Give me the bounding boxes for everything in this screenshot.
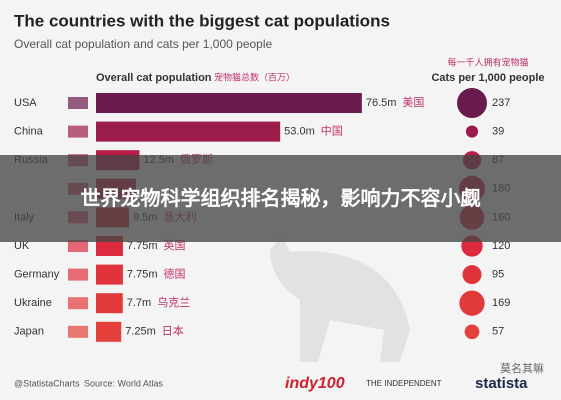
flag (68, 240, 88, 252)
column-header: Cats per 1,000 people (431, 72, 544, 84)
category-zh: 乌克兰 (157, 295, 190, 309)
value-label: 95 (492, 269, 504, 281)
flag (68, 125, 88, 138)
flag (68, 268, 88, 281)
handle: @StatistaCharts (14, 378, 80, 388)
value-label: 7.75m (127, 240, 158, 252)
brand: indy100 (285, 375, 345, 392)
chart-subtitle: Overall cat population and cats per 1,00… (14, 37, 273, 51)
headline: 世界宠物科学组织排名揭秘，影响力不容小觑 (80, 187, 481, 210)
bubble (465, 125, 479, 138)
category-label: China (14, 126, 44, 138)
column-header-zh: 每一千人拥有宠物猫 (447, 56, 528, 67)
bar (96, 93, 362, 113)
bar (96, 264, 123, 285)
column-header-zh: 宠物猫总数（百万） (214, 71, 295, 82)
value-label: 7.7m (127, 297, 151, 309)
category-zh: 中国 (321, 125, 343, 138)
bar (96, 121, 281, 142)
bubble (462, 265, 482, 285)
column-header: Overall cat population (96, 72, 212, 84)
value-label: 169 (492, 297, 510, 309)
source: Source: World Atlas (84, 378, 163, 388)
banner: 世界宠物科学组织排名揭秘，影响力不容小觑 (0, 155, 561, 242)
value-label: 57 (492, 326, 504, 338)
bar (96, 293, 123, 314)
chart-title: The countries with the biggest cat popul… (14, 11, 390, 30)
value-label: 7.25m (125, 326, 156, 338)
value-label: 237 (492, 97, 510, 109)
cat-silhouette (270, 236, 410, 362)
category-label: Ukraine (14, 297, 52, 309)
category-zh: 德国 (164, 267, 186, 281)
category-label: USA (14, 97, 37, 109)
flag (68, 297, 88, 310)
category-label: Japan (14, 326, 44, 338)
bar (96, 321, 122, 342)
category-zh: 美国 (402, 96, 424, 109)
category-zh: 日本 (162, 324, 184, 338)
category-label: Germany (14, 269, 60, 281)
flag (68, 97, 88, 109)
value-label: 120 (492, 240, 510, 252)
value-label: 7.75m (127, 269, 158, 281)
value-label: 53.0m (284, 126, 315, 138)
watermark: 莫名其嘛 (500, 361, 544, 375)
bubble (459, 290, 485, 316)
bubble (464, 324, 480, 340)
value-label: 39 (492, 126, 504, 138)
brand: THE INDEPENDENT (366, 379, 442, 388)
flag (68, 325, 88, 338)
value-label: 76.5m (366, 97, 397, 109)
brand: statista (475, 375, 528, 392)
bubble (457, 88, 487, 118)
category-label: UK (14, 240, 30, 252)
